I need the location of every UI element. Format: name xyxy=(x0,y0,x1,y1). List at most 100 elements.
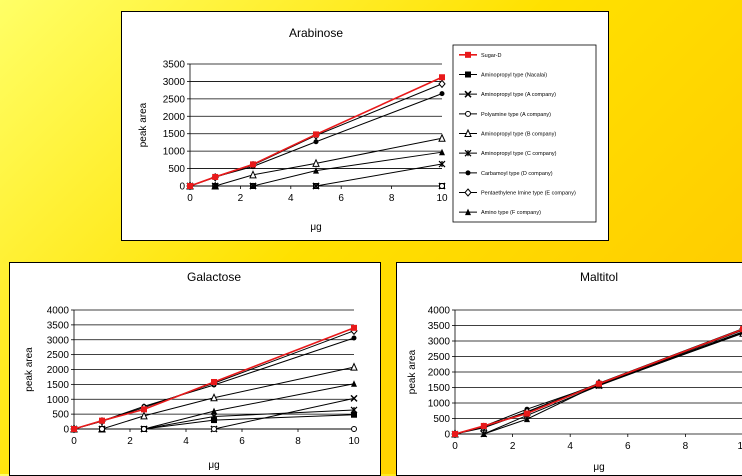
maltitol-y-tick-label: 3000 xyxy=(428,337,451,348)
arabinose-legend-label: Pentaethylene Imine type (E company) xyxy=(481,191,576,197)
galactose-data-point xyxy=(352,427,357,432)
maltitol-title: Maltitol xyxy=(580,270,618,284)
arabinose-legend-label: Aminopropyl type (Nacalai) xyxy=(481,73,547,79)
galactose-y-tick-label: 4000 xyxy=(47,306,70,317)
arabinose-data-point xyxy=(439,149,445,156)
galactose-x-tick-label: 0 xyxy=(71,436,77,447)
maltitol-y-tick-label: 2500 xyxy=(428,352,451,363)
galactose-x-tick-label: 4 xyxy=(183,436,189,447)
arabinose-legend-label: Polyamine type (A company) xyxy=(481,112,551,118)
arabinose-data-point xyxy=(250,161,256,167)
arabinose-legend-label: Carbamoyl type (D company) xyxy=(481,171,553,177)
galactose-x-axis-label: μg xyxy=(208,460,219,471)
arabinose-x-tick-label: 0 xyxy=(187,193,193,204)
galactose-data-point xyxy=(71,426,77,432)
maltitol-y-tick-label: 500 xyxy=(433,414,450,425)
galactose-chart: Galactose0500100015002000250030003500400… xyxy=(10,263,380,475)
galactose-data-point xyxy=(212,427,217,432)
maltitol-data-point xyxy=(481,423,487,429)
arabinose-data-point xyxy=(212,174,218,180)
galactose-y-tick-label: 1000 xyxy=(47,395,70,406)
arabinose-y-tick-label: 3000 xyxy=(163,77,186,88)
arabinose-legend-marker xyxy=(465,72,471,78)
arabinose-legend-marker xyxy=(466,111,471,116)
maltitol-chart-panel: Maltitol 0 500 1000 1500 2000 2500 3000 3500 4000… xyxy=(396,262,742,476)
maltitol-y-tick-label: 4000 xyxy=(428,306,451,317)
maltitol-y-tick-label: 0 xyxy=(444,430,450,441)
maltitol-series-1 xyxy=(452,326,742,437)
arabinose-y-tick-label: 1500 xyxy=(163,129,186,140)
galactose-y-tick-label: 500 xyxy=(52,410,69,421)
arabinose-legend-label: Aminopropyl type (A company) xyxy=(481,92,556,98)
arabinose-data-point xyxy=(187,183,193,189)
galactose-data-point xyxy=(99,418,105,424)
arabinose-data-point xyxy=(439,135,445,142)
arabinose-x-tick-label: 8 xyxy=(389,193,395,204)
arabinose-legend-label: Sugar-D xyxy=(481,53,502,59)
galactose-y-tick-label: 3000 xyxy=(47,335,70,346)
galactose-data-point xyxy=(100,427,105,432)
maltitol-y-tick-label: 1000 xyxy=(428,399,451,410)
galactose-y-tick-label: 3500 xyxy=(47,320,70,331)
arabinose-data-point xyxy=(440,184,445,189)
galactose-x-tick-label: 10 xyxy=(348,436,360,447)
maltitol-x-tick-label: 10 xyxy=(737,441,742,452)
arabinose-y-tick-label: 500 xyxy=(168,164,185,175)
galactose-x-tick-label: 8 xyxy=(295,436,301,447)
arabinose-data-point xyxy=(439,74,445,80)
arabinose-y-tick-label: 3500 xyxy=(163,60,186,71)
maltitol-y-tick-label: 1500 xyxy=(428,383,451,394)
maltitol-x-tick-label: 4 xyxy=(567,441,573,452)
galactose-data-point xyxy=(351,412,357,418)
galactose-x-tick-label: 2 xyxy=(127,436,133,447)
galactose-data-point xyxy=(351,325,357,331)
maltitol-data-point xyxy=(452,431,458,437)
arabinose-legend-label: Aminopropyl type (B company) xyxy=(481,132,556,138)
arabinose-y-tick-label: 2000 xyxy=(163,112,186,123)
maltitol-data-point xyxy=(596,381,602,387)
maltitol-y-tick-label: 3500 xyxy=(428,321,451,332)
arabinose-x-tick-label: 2 xyxy=(238,193,244,204)
arabinose-x-axis-label: μg xyxy=(310,222,321,233)
galactose-title: Galactose xyxy=(187,270,241,284)
galactose-y-tick-label: 2500 xyxy=(47,350,70,361)
arabinose-data-point xyxy=(314,139,319,144)
galactose-series-9 xyxy=(72,427,357,432)
arabinose-x-tick-label: 10 xyxy=(436,193,448,204)
maltitol-x-tick-label: 2 xyxy=(510,441,516,452)
galactose-data-point xyxy=(352,335,357,340)
maltitol-x-tick-label: 0 xyxy=(452,441,458,452)
maltitol-chart: Maltitol 0 500 1000 1500 2000 2500 3000 3500 4000… xyxy=(397,263,742,475)
galactose-data-point xyxy=(142,427,147,432)
galactose-y-tick-label: 0 xyxy=(63,425,69,436)
maltitol-y-tick-label: 2000 xyxy=(428,368,451,379)
maltitol-x-tick-label: 6 xyxy=(625,441,631,452)
galactose-series-5 xyxy=(71,380,357,432)
maltitol-data-point xyxy=(524,411,530,417)
maltitol-y-axis-label: peak area xyxy=(407,349,418,394)
arabinose-legend-label: Amino type (F company) xyxy=(481,210,541,216)
arabinose-data-point xyxy=(313,131,319,137)
galactose-y-tick-label: 2000 xyxy=(47,365,70,376)
galactose-data-point xyxy=(351,380,357,387)
arabinose-legend-entry: Sugar-D xyxy=(459,52,502,59)
arabinose-y-tick-label: 2500 xyxy=(163,94,186,105)
arabinose-title: Arabinose xyxy=(289,26,343,40)
arabinose-data-point xyxy=(440,91,445,96)
maltitol-x-tick-label: 8 xyxy=(683,441,689,452)
arabinose-y-axis-label: peak area xyxy=(138,102,149,147)
arabinose-x-tick-label: 6 xyxy=(338,193,344,204)
galactose-data-point xyxy=(211,379,217,385)
arabinose-y-tick-label: 1000 xyxy=(163,147,186,158)
galactose-x-tick-label: 6 xyxy=(239,436,245,447)
arabinose-legend-label: Aminopropyl type (C company) xyxy=(481,151,557,157)
galactose-y-axis-label: peak area xyxy=(24,347,35,392)
arabinose-legend-marker xyxy=(466,170,471,175)
galactose-data-point xyxy=(211,417,217,423)
galactose-data-point xyxy=(351,364,357,371)
galactose-data-point xyxy=(141,406,147,412)
maltitol-x-axis-label: μg xyxy=(593,462,604,473)
arabinose-legend-marker xyxy=(465,52,471,58)
arabinose-x-tick-label: 4 xyxy=(288,193,294,204)
